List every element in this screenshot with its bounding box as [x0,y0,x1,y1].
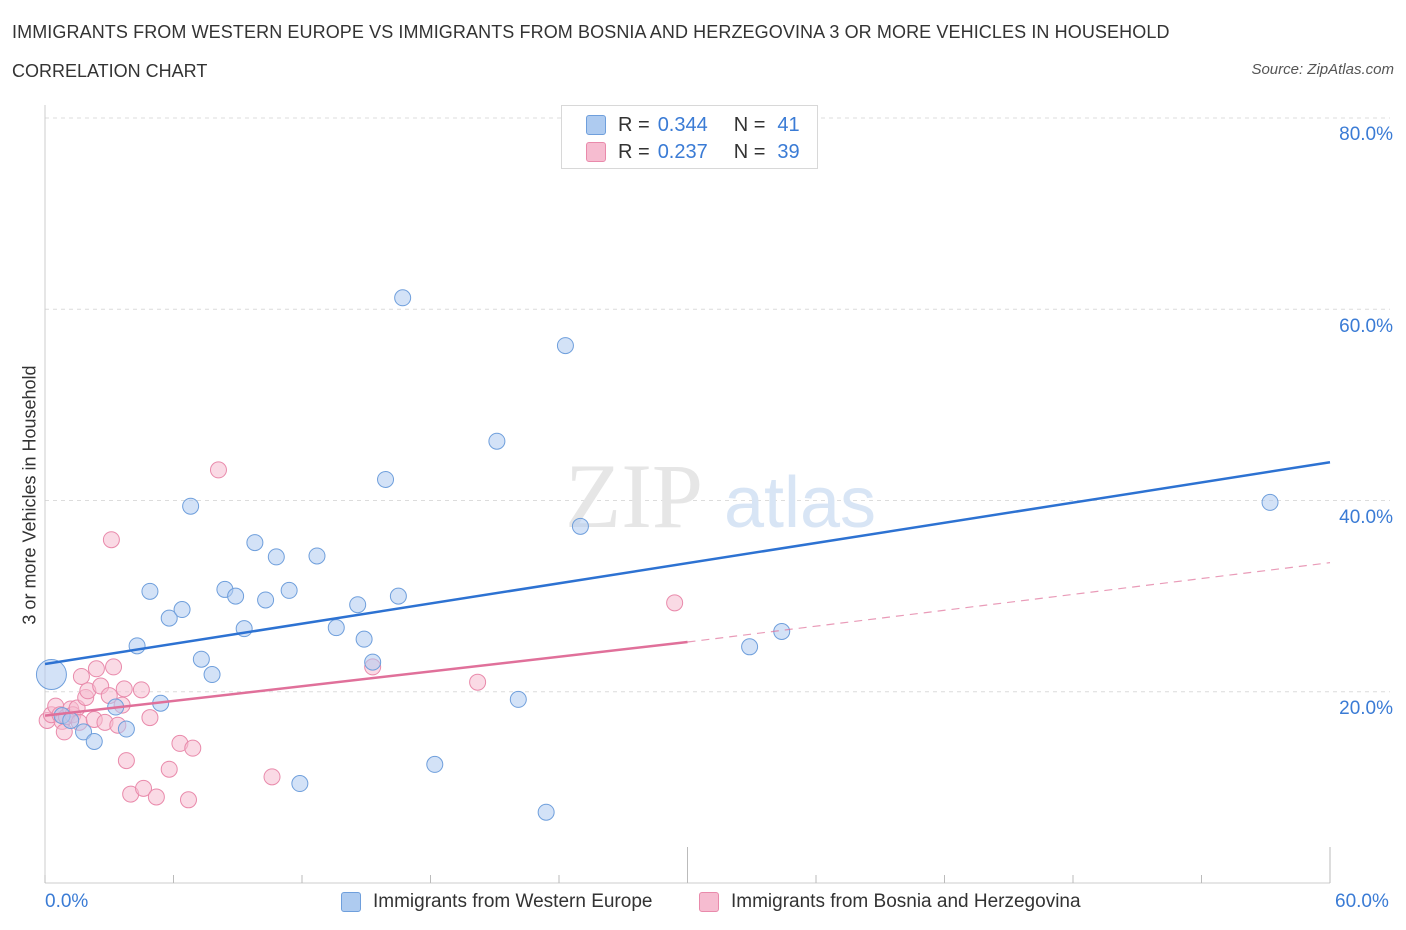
western-europe-point [117,720,135,738]
chart-subtitle: CORRELATION CHART [12,61,208,81]
bosnia-point [469,673,487,691]
western-europe-point [257,591,275,609]
bottom-legend-swatch-blue [341,892,361,912]
western-europe-point [394,289,412,307]
western-europe-point [571,517,589,535]
bosnia-point [179,791,197,809]
bosnia-point [117,752,135,770]
source-credit: Source: ZipAtlas.com [1251,61,1394,78]
western-europe-point [1261,493,1279,511]
bosnia-point [184,739,202,757]
western-europe-point [246,534,264,552]
western-europe-point [327,619,345,637]
western-europe-point [556,337,574,355]
western-europe-point [364,653,382,671]
bosnia-trendline-projection [687,562,1331,643]
western-europe-point [203,666,221,684]
western-europe-point [227,587,245,605]
legend-swatch-blue [586,115,606,135]
legend-r-label: R = [618,113,650,136]
bosnia-point [72,667,90,685]
bottom-legend-swatch-pink [699,892,719,912]
y-tick-label-60: 60.0% [1339,316,1393,337]
bosnia-point [209,461,227,479]
watermark: ZIP atlas [565,445,876,547]
grid-layer [45,117,1390,693]
x-tick-label-min: 0.0% [45,891,89,912]
series-western-europe-points [35,289,1279,821]
trend-layer [44,461,1331,717]
y-axis-title: 3 or more Vehicles in Household [19,365,40,625]
bosnia-point [160,760,178,778]
western-europe-point [267,548,285,566]
legend-n-label: N = [733,140,766,163]
western-europe-trendline [44,461,1331,666]
y-tick-label-20: 20.0% [1339,698,1393,719]
western-europe-point [349,596,367,614]
western-europe-point [280,581,298,599]
bosnia-point [87,660,105,678]
chart-title: IMMIGRANTS FROM WESTERN EUROPE VS IMMIGR… [12,22,1170,42]
bosnia-point [141,709,159,727]
western-europe-point [160,609,178,627]
watermark-atlas: atlas [724,463,876,543]
bosnia-point [147,788,165,806]
western-europe-point [537,803,555,821]
western-europe-point [75,723,93,741]
western-europe-point [488,432,506,450]
y-tick-label-40: 40.0% [1339,507,1393,528]
correlation-legend: R = 0.344 N = 41 R = 0.237 N = 39 [561,105,818,169]
western-europe-point [192,650,210,668]
bosnia-trendline [44,640,688,717]
legend-swatch-pink [586,142,606,162]
y-tick-label-80: 80.0% [1339,124,1393,145]
western-europe-point [182,497,200,515]
x-tick-label-max: 60.0% [1335,891,1389,912]
western-europe-point [377,470,395,488]
western-europe-point [426,755,444,773]
western-europe-point [85,732,103,750]
bosnia-point [115,680,133,698]
western-europe-point [173,601,191,619]
western-europe-point [308,547,326,565]
bosnia-point [132,681,150,699]
western-europe-point [355,630,373,648]
western-europe-point [35,659,67,691]
legend-r-value: 0.237 [657,140,708,163]
western-europe-point [741,638,759,656]
legend-n-value: 41 [777,113,800,136]
bosnia-point [102,531,120,549]
legend-row-western-europe: R = 0.344 N = 41 [586,113,800,137]
bottom-legend-bosnia: Immigrants from Bosnia and Herzegovina [699,889,1081,915]
western-europe-point [141,582,159,600]
western-europe-point [62,711,80,729]
western-europe-point [389,587,407,605]
bottom-legend-western-europe: Immigrants from Western Europe [341,889,652,915]
western-europe-point [291,775,309,793]
legend-n-value: 39 [777,140,800,163]
bosnia-point [105,658,123,676]
western-europe-point [509,690,527,708]
legend-row-bosnia: R = 0.237 N = 39 [586,140,800,164]
legend-r-value: 0.344 [657,113,708,136]
bottom-legend-label: Immigrants from Bosnia and Herzegovina [731,891,1081,912]
axis-layer [44,105,1331,884]
legend-n-label: N = [733,113,766,136]
bosnia-point [666,594,684,612]
bosnia-point [263,768,281,786]
bosnia-point [135,779,153,797]
bottom-legend-label: Immigrants from Western Europe [373,891,653,912]
legend-r-label: R = [618,140,650,163]
